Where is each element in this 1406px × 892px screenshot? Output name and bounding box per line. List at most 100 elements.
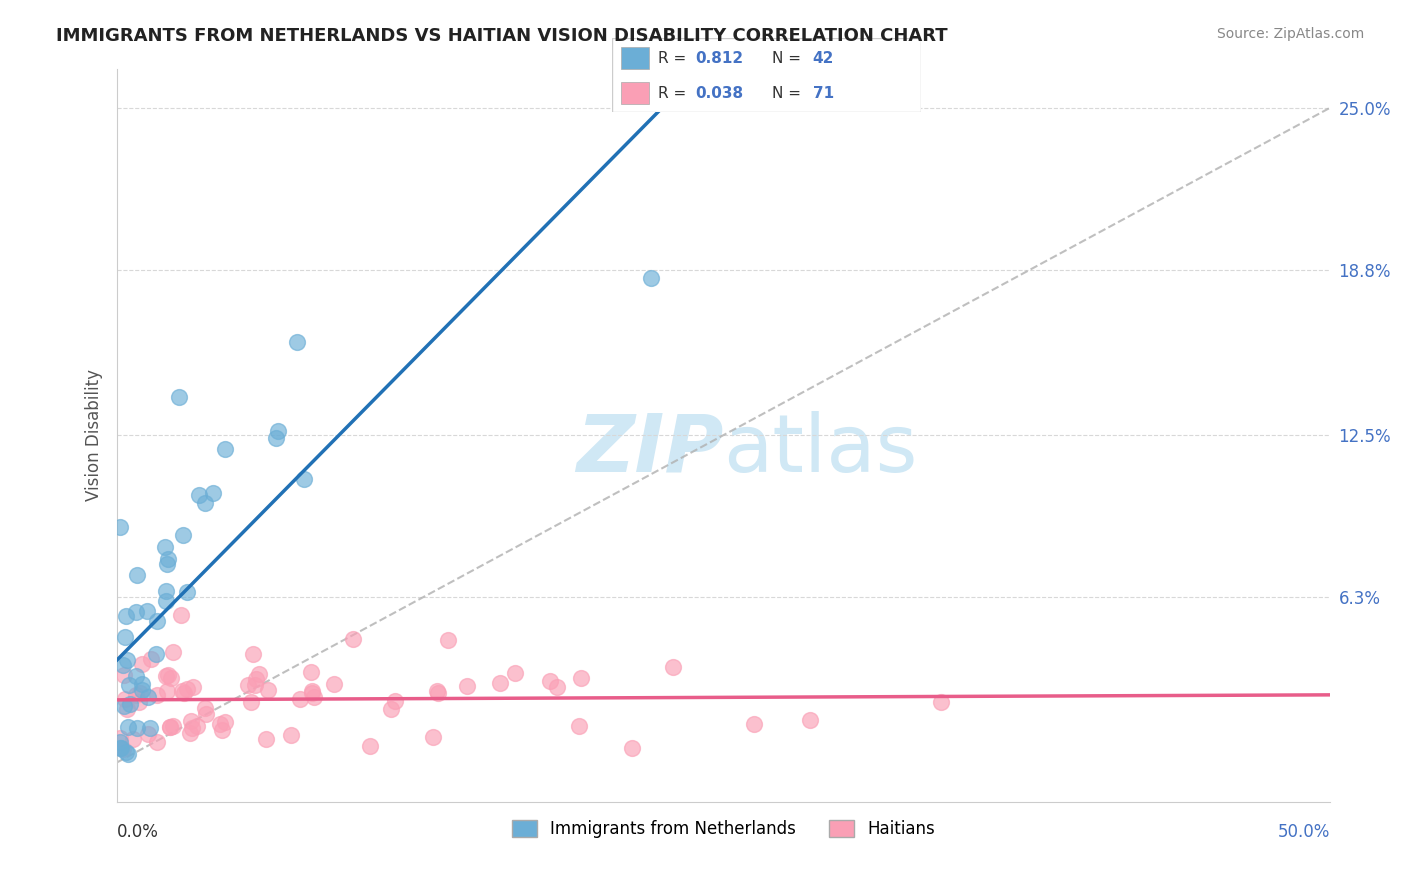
- Point: [194, 496, 217, 510]
- Point: [162, 644, 184, 658]
- Point: [247, 666, 270, 681]
- Text: 71: 71: [813, 86, 834, 101]
- Point: [118, 678, 141, 692]
- Point: [162, 719, 184, 733]
- Point: [384, 694, 406, 708]
- Point: [437, 632, 460, 647]
- Point: [146, 735, 169, 749]
- FancyBboxPatch shape: [612, 38, 921, 112]
- Text: 0.812: 0.812: [695, 51, 744, 66]
- Point: [117, 702, 139, 716]
- Point: [125, 568, 148, 582]
- Text: 0.038: 0.038: [695, 86, 744, 101]
- Point: [155, 593, 177, 607]
- Point: [799, 713, 821, 727]
- Point: [159, 720, 181, 734]
- Point: [214, 715, 236, 730]
- Point: [125, 721, 148, 735]
- Point: [301, 685, 323, 699]
- Point: [136, 603, 159, 617]
- Point: [176, 585, 198, 599]
- FancyBboxPatch shape: [621, 82, 648, 104]
- Point: [136, 727, 159, 741]
- Point: [299, 665, 322, 680]
- Point: [180, 714, 202, 729]
- Point: [118, 697, 141, 711]
- Point: [181, 721, 204, 735]
- Point: [256, 683, 278, 698]
- Point: [110, 520, 132, 534]
- Point: [211, 723, 233, 738]
- Point: [169, 607, 191, 622]
- Point: [380, 702, 402, 716]
- Point: [426, 686, 449, 700]
- Point: [114, 667, 136, 681]
- Point: [146, 689, 169, 703]
- Point: [115, 653, 138, 667]
- Point: [264, 431, 287, 445]
- Point: [214, 442, 236, 456]
- Text: 42: 42: [813, 51, 834, 66]
- Point: [742, 717, 765, 731]
- Point: [342, 632, 364, 647]
- Point: [156, 684, 179, 698]
- Point: [181, 680, 204, 694]
- Point: [505, 666, 527, 681]
- Text: Source: ZipAtlas.com: Source: ZipAtlas.com: [1216, 27, 1364, 41]
- Point: [160, 671, 183, 685]
- Point: [115, 608, 138, 623]
- Point: [568, 719, 591, 733]
- Point: [288, 692, 311, 706]
- Point: [359, 739, 381, 754]
- Text: N =: N =: [772, 86, 806, 101]
- Point: [156, 552, 179, 566]
- Point: [110, 741, 132, 756]
- Point: [546, 680, 568, 694]
- Point: [188, 488, 211, 502]
- Point: [201, 485, 224, 500]
- Point: [172, 684, 194, 698]
- Point: [236, 677, 259, 691]
- Point: [108, 735, 131, 749]
- Text: IMMIGRANTS FROM NETHERLANDS VS HAITIAN VISION DISABILITY CORRELATION CHART: IMMIGRANTS FROM NETHERLANDS VS HAITIAN V…: [56, 27, 948, 45]
- Point: [141, 652, 163, 666]
- Point: [167, 390, 190, 404]
- Point: [456, 679, 478, 693]
- Point: [173, 686, 195, 700]
- Point: [194, 700, 217, 714]
- Point: [243, 678, 266, 692]
- Point: [124, 668, 146, 682]
- Point: [159, 720, 181, 734]
- Point: [292, 472, 315, 486]
- Point: [302, 690, 325, 705]
- Point: [621, 740, 644, 755]
- Point: [128, 686, 150, 700]
- Point: [176, 682, 198, 697]
- Point: [242, 647, 264, 661]
- Point: [138, 721, 160, 735]
- Point: [117, 720, 139, 734]
- Point: [115, 746, 138, 760]
- Point: [179, 726, 201, 740]
- Point: [156, 557, 179, 571]
- Point: [146, 614, 169, 628]
- Point: [145, 648, 167, 662]
- Text: R =: R =: [658, 86, 692, 101]
- Point: [124, 688, 146, 702]
- Legend: Immigrants from Netherlands, Haitians: Immigrants from Netherlands, Haitians: [505, 813, 942, 845]
- Point: [131, 683, 153, 698]
- Point: [155, 668, 177, 682]
- Point: [153, 540, 176, 554]
- Point: [426, 683, 449, 698]
- Point: [114, 691, 136, 706]
- Text: 50.0%: 50.0%: [1278, 822, 1330, 840]
- Point: [112, 742, 135, 756]
- Point: [488, 676, 510, 690]
- Text: atlas: atlas: [724, 410, 918, 489]
- Point: [108, 741, 131, 756]
- Point: [114, 630, 136, 644]
- Point: [131, 677, 153, 691]
- Point: [239, 695, 262, 709]
- Point: [186, 719, 208, 733]
- FancyBboxPatch shape: [621, 47, 648, 69]
